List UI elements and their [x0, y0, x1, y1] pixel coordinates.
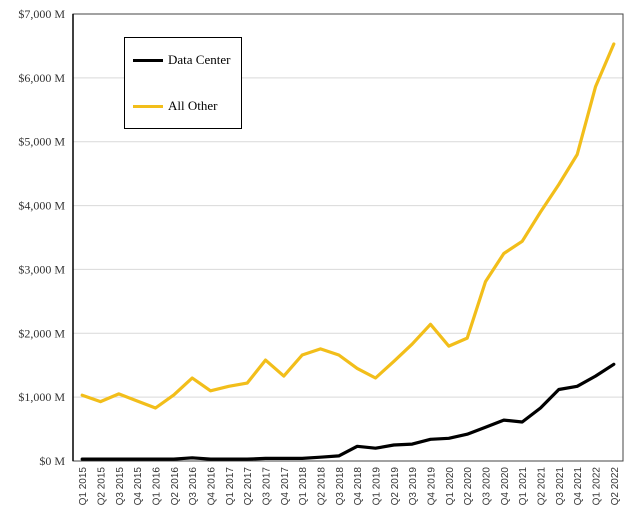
legend-item-all-other: All Other: [133, 98, 217, 114]
y-tick-label: $3,000 M: [18, 262, 65, 276]
x-tick-label: Q3 2020: [482, 467, 493, 506]
y-tick-label: $4,000 M: [18, 199, 65, 213]
x-tick-label: Q2 2022: [610, 467, 621, 506]
x-tick-label: Q2 2020: [463, 467, 474, 506]
x-tick-label: Q2 2015: [97, 467, 108, 506]
x-tick-label: Q1 2015: [78, 467, 89, 506]
x-tick-label: Q1 2019: [372, 467, 383, 506]
y-tick-label: $5,000 M: [18, 135, 65, 149]
x-tick-label: Q4 2019: [427, 467, 438, 506]
legend-swatch-data-center: [133, 58, 163, 62]
x-tick-label: Q3 2019: [408, 467, 419, 506]
x-tick-label: Q1 2017: [225, 467, 236, 506]
x-tick-label: Q2 2016: [170, 467, 181, 506]
series-line-data-center: [80, 362, 616, 461]
x-tick-label: Q3 2018: [335, 467, 346, 506]
y-tick-label: $6,000 M: [18, 71, 65, 85]
x-tick-label: Q4 2020: [500, 467, 511, 506]
x-tick-label: Q2 2021: [537, 467, 548, 506]
series-line-all-other: [80, 42, 616, 410]
x-tick-label: Q2 2019: [390, 467, 401, 506]
x-tick-label: Q1 2016: [152, 467, 163, 506]
x-tick-label: Q4 2017: [280, 467, 291, 506]
x-tick-label: Q1 2021: [518, 467, 529, 506]
legend-swatch-all-other: [133, 104, 163, 108]
x-tick-label: Q3 2021: [555, 467, 566, 506]
x-tick-label: Q4 2021: [573, 467, 584, 506]
x-tick-label: Q1 2018: [298, 467, 309, 506]
x-tick-label: Q3 2017: [262, 467, 273, 506]
x-tick-label: Q1 2022: [592, 467, 603, 506]
x-tick-label: Q1 2020: [445, 467, 456, 506]
legend: Data Center All Other: [124, 37, 242, 129]
x-tick-label: Q4 2018: [353, 467, 364, 506]
x-tick-label: Q4 2015: [133, 467, 144, 506]
x-tick-label: Q4 2016: [207, 467, 218, 506]
legend-item-data-center: Data Center: [133, 52, 230, 68]
y-tick-label: $2,000 M: [18, 326, 65, 340]
x-tick-label: Q3 2015: [115, 467, 126, 506]
y-tick-label: $0 M: [39, 454, 65, 468]
x-tick-label: Q3 2016: [188, 467, 199, 506]
x-tick-label: Q2 2017: [243, 467, 254, 506]
y-tick-label: $1,000 M: [18, 390, 65, 404]
y-tick-label: $7,000 M: [18, 7, 65, 21]
legend-label: All Other: [168, 98, 218, 113]
x-tick-label: Q2 2018: [317, 467, 328, 506]
legend-label: Data Center: [168, 52, 231, 67]
